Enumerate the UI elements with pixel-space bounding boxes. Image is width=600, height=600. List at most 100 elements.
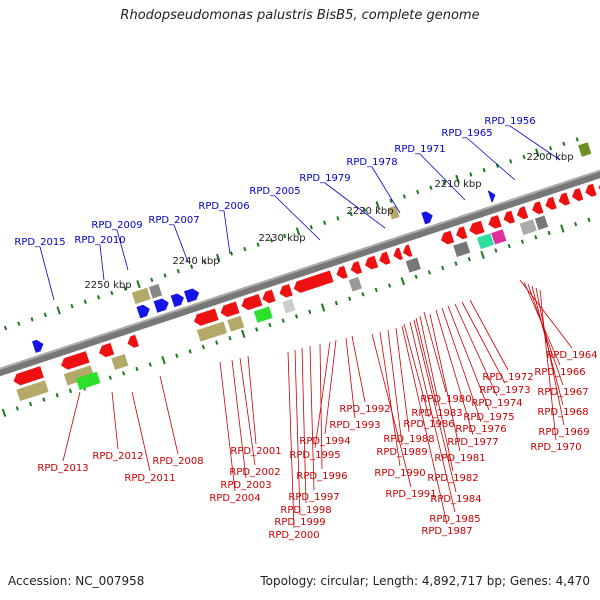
scale-tick [414,274,418,280]
gene-leader-line [469,299,509,371]
gene-label-lower: RPD_2004 [209,493,260,504]
genome-backbone-highlight [0,148,600,377]
gene-label-lower: RPD_1999 [274,517,325,528]
gene-leader-line [466,137,516,181]
scale-tick [241,329,246,338]
scale-tick [520,239,525,244]
scale-tick [268,322,272,328]
scale-tick [349,211,353,217]
scale-tick [455,174,460,184]
gene-label-upper: RPD_1979 [299,173,350,184]
gene-label-upper: RPD_2006 [198,201,249,212]
gene-leader-line [287,351,295,529]
reverse-gene [571,188,584,202]
scale-tick [176,268,180,274]
feature-box [131,287,151,305]
scale-tick [362,207,367,212]
feature-box [148,283,163,299]
scale-tick [495,163,499,168]
gene-label-lower: RPD_2012 [92,451,143,462]
scale-tick [562,141,566,147]
scale-tick [507,243,511,249]
scale-tick [522,154,526,160]
gene-leader-line [401,325,448,525]
scale-tick [361,292,365,297]
gene-label-lower: RPD_2011 [124,473,175,484]
gene-leader-line [219,361,236,492]
scale-tick [96,295,101,300]
feature-box [227,315,245,332]
reverse-gene [516,206,529,220]
feature-box [348,276,363,292]
scale-tick [1,408,7,417]
gene-label-lower: RPD_1972 [482,372,533,383]
scale-tick [374,287,378,293]
gene-leader-line [39,246,55,301]
scale-tick [402,194,406,199]
scale-tick [161,356,166,365]
feature-box [282,298,296,314]
scale-tick [547,230,551,236]
gene-leader-line [423,311,447,393]
scale-tick [243,246,247,252]
gene-label-lower: RPD_1985 [429,514,480,525]
gene-label-upper: RPD_1971 [394,144,445,155]
scale-tick [467,257,471,262]
gene-label-lower: RPD_1976 [455,424,506,435]
reverse-gene [585,183,597,197]
gene-label-lower: RPD_1987 [421,526,472,537]
feature-box [534,215,549,231]
reverse-gene [532,201,544,215]
gene-leader-line [319,343,323,470]
feature-box [388,205,400,220]
gene-leader-line [351,335,366,403]
gene-label-lower: RPD_1974 [471,398,522,409]
scale-tick [135,366,139,372]
gene-leader-line [324,339,337,435]
scale-tick [68,388,73,394]
gene-label-upper: RPD_1956 [484,116,535,127]
gene-label-upper: RPD_2010 [74,235,125,246]
gene-leader-line [409,321,456,513]
scale-tick [175,353,179,358]
scale-tick [150,277,154,283]
scale-tick [255,327,259,332]
gene-leader-line [419,315,454,472]
gene-label-lower: RPD_1984 [430,494,481,505]
scale-label: 2240 kbp [172,256,219,267]
scale-tick [320,303,326,312]
gene-label-lower: RPD_1994 [299,436,350,447]
feature-box [453,241,471,257]
gene-leader-line [415,317,438,407]
scale-tick [30,317,34,322]
feature-box [111,354,129,370]
scale-tick [323,220,327,225]
scale-tick [136,280,141,289]
scale-tick [122,371,126,376]
scale-tick [560,224,565,233]
scale-tick [17,321,21,326]
scale-tick [229,251,234,256]
scale-tick [535,148,540,157]
reverse-gene [220,301,240,318]
scale-tick [108,375,112,380]
scale-tick [15,406,19,411]
scale-tick [427,270,431,275]
scale-tick [269,238,273,243]
gene-leader-line [435,309,474,436]
gene-leader-line [116,229,129,271]
scale-tick [400,277,406,286]
gene-label-lower: RPD_1964 [546,350,597,361]
scale-tick [309,224,313,230]
gene-leader-line [461,301,506,384]
gene-leader-line [379,331,401,467]
scale-tick [283,233,287,239]
map-title: Rhodopseudomonas palustris BisB5, comple… [120,8,480,23]
gene-label-lower: RPD_1967 [537,387,588,398]
feature-box [405,257,421,273]
gene-leader-line [539,289,557,441]
scale-tick [295,227,301,236]
reverse-gene [558,192,571,206]
gene-leader-line [314,341,331,449]
reverse-gene [99,342,115,358]
